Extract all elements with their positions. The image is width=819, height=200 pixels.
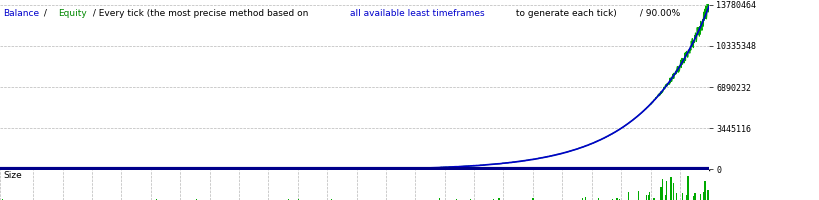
Bar	[647, 195, 648, 200]
Bar	[681, 193, 682, 200]
Bar	[597, 198, 599, 200]
Bar	[685, 195, 686, 200]
Bar	[627, 192, 628, 200]
Bar	[330, 199, 332, 200]
Bar	[498, 198, 499, 200]
Bar	[616, 198, 617, 200]
Bar	[611, 199, 613, 200]
Bar	[618, 199, 620, 200]
Bar	[581, 198, 582, 200]
Bar	[702, 192, 704, 200]
Text: Equity: Equity	[57, 9, 86, 18]
Bar	[663, 195, 665, 200]
Text: / Every tick (the most precise method based on: / Every tick (the most precise method ba…	[90, 9, 311, 18]
Bar	[648, 192, 649, 200]
Text: all available least timeframes: all available least timeframes	[350, 9, 484, 18]
Bar	[195, 199, 197, 200]
Bar	[694, 193, 695, 200]
Text: / 90.00%: / 90.00%	[636, 9, 680, 18]
Bar	[675, 193, 676, 200]
Bar	[469, 199, 471, 200]
Bar	[686, 176, 688, 200]
Bar	[653, 198, 654, 200]
Bar	[692, 196, 694, 200]
Text: Size: Size	[3, 171, 22, 180]
Bar	[669, 177, 671, 200]
Bar	[665, 181, 667, 200]
Bar	[438, 198, 439, 200]
Text: to generate each tick): to generate each tick)	[512, 9, 616, 18]
Bar	[661, 179, 663, 200]
Bar	[532, 198, 533, 200]
Bar	[659, 187, 661, 200]
Bar	[297, 199, 299, 200]
Bar	[455, 199, 456, 200]
Bar	[287, 199, 289, 200]
Bar	[672, 183, 673, 200]
Bar	[706, 190, 708, 200]
Bar	[2, 199, 3, 200]
Bar	[699, 194, 700, 200]
Bar	[704, 181, 705, 200]
Text: Balance: Balance	[3, 9, 39, 18]
Bar	[584, 197, 586, 200]
Bar	[645, 195, 647, 200]
Text: /: /	[42, 9, 50, 18]
Bar	[637, 191, 638, 200]
Bar	[492, 199, 493, 200]
